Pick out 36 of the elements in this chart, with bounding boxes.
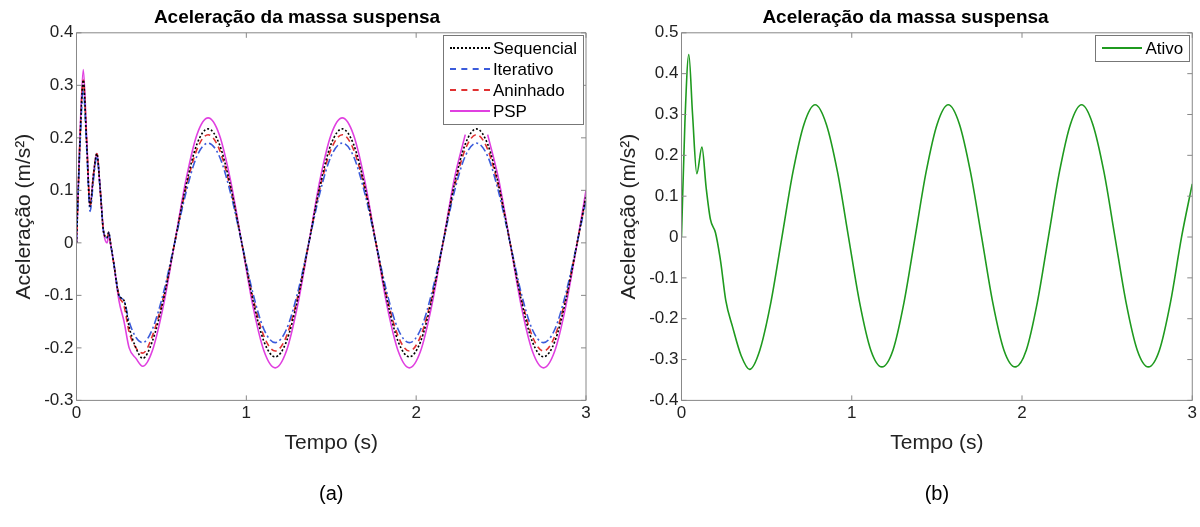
text: (a) (318, 482, 345, 505)
legend-label: Aninhado (492, 79, 565, 101)
line-series (681, 53, 1193, 371)
x-tick-label: 1 (847, 403, 857, 423)
y-tick-label: -0.2 (44, 337, 74, 357)
y-tick-label: 0 (669, 226, 679, 246)
legend-label: PSP (492, 100, 527, 122)
y-tick-label: 0.4 (654, 63, 679, 83)
y-tick-label: 0.1 (49, 180, 74, 200)
y-tick-label: 0.2 (654, 145, 679, 165)
y-tick-label: 0.4 (49, 22, 74, 42)
x-tick-label: 1 (241, 403, 252, 423)
y-axis-title: Aceleração (m/s²) (11, 133, 35, 300)
x-tick-label: 3 (581, 403, 591, 423)
chart-title: Aceleração da massa suspensa (762, 5, 1050, 27)
y-tick-label: -0.2 (649, 308, 679, 328)
chart-title: Aceleração da massa suspensa (153, 5, 441, 27)
legend-label: Iterativo (492, 58, 554, 80)
x-axis-title: Tempo (s) (284, 430, 378, 454)
x-axis-title: Tempo (s) (890, 430, 984, 454)
y-tick-label: -0.1 (649, 267, 679, 287)
x-tick-label: 3 (1187, 403, 1198, 423)
legend-label: Sequencial (492, 37, 577, 59)
y-tick-label: 0.5 (654, 22, 679, 42)
y-tick-label: 0 (64, 232, 74, 252)
text: (b) (923, 482, 951, 505)
y-axis-title: Aceleração (m/s²) (616, 133, 640, 300)
y-tick-label: -0.1 (44, 285, 74, 305)
y-tick-label: 0.3 (49, 75, 74, 94)
x-tick-label: 2 (1017, 403, 1027, 423)
legend-label: Ativo (1145, 37, 1184, 59)
y-tick-label: 0.3 (654, 104, 679, 124)
x-tick-label: 2 (411, 403, 421, 423)
y-tick-label: 0.1 (654, 185, 679, 205)
y-tick-label: 0.2 (49, 127, 74, 147)
y-tick-label: -0.3 (649, 349, 679, 369)
